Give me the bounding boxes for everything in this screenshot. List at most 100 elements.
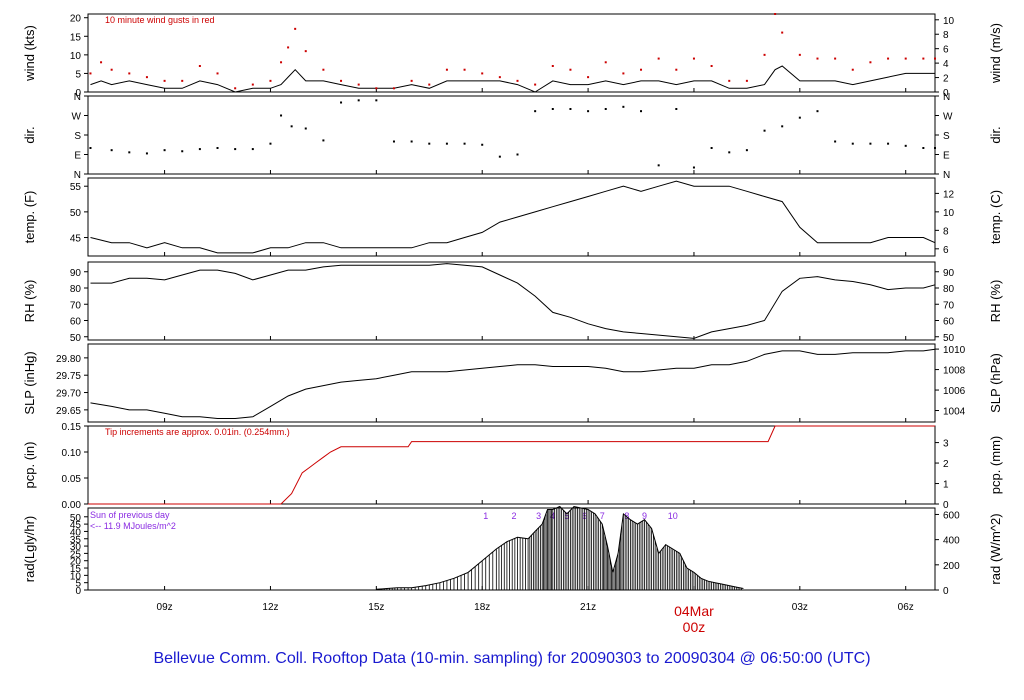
y2-tick-label-dir: W	[943, 112, 953, 123]
y-tick-label-rad: 5	[75, 579, 81, 590]
y-axis-label-dir: dir.	[22, 126, 37, 143]
data-point-wind	[781, 31, 784, 34]
data-point-dir	[640, 110, 643, 113]
y-tick-label-pcp: 0.05	[62, 474, 82, 485]
y-tick-label-slp: 29.65	[56, 406, 81, 417]
annotation-rad-1: <-- 11.9 MJoules/m^2	[90, 521, 176, 531]
panel-frame-pcp	[87, 425, 936, 505]
data-point-dir	[357, 99, 360, 102]
data-point-wind	[100, 61, 103, 64]
data-point-dir	[728, 151, 731, 154]
data-point-dir	[498, 155, 501, 158]
data-point-wind	[357, 83, 360, 86]
y-tick-label-rad: 25	[70, 549, 82, 560]
data-point-wind	[234, 87, 237, 90]
y-tick-label-rad: 45	[70, 520, 82, 531]
y-tick-label-temp: 55	[70, 182, 82, 193]
y2-tick-label-slp: 1004	[943, 407, 966, 418]
data-point-dir	[163, 149, 166, 152]
y-tick-label-rad: 35	[70, 535, 82, 546]
y-tick-label-rad: 15	[70, 564, 82, 575]
data-point-wind	[428, 83, 431, 86]
data-point-wind	[89, 72, 92, 75]
y-tick-label-rad: 40	[70, 527, 82, 538]
data-point-wind	[728, 79, 731, 82]
data-point-dir	[887, 142, 890, 145]
y2-axis-label-dir: dir.	[988, 126, 1003, 143]
data-point-dir	[304, 127, 307, 130]
data-point-wind	[710, 65, 713, 67]
y-tick-label-slp: 29.70	[56, 389, 81, 400]
chart-caption: Bellevue Comm. Coll. Rooftop Data (10-mi…	[153, 650, 871, 667]
data-point-dir	[710, 147, 713, 149]
y-tick-label-pcp: 0.10	[62, 448, 82, 459]
data-point-wind	[280, 61, 283, 64]
y2-tick-label-pcp: 1	[943, 480, 949, 491]
y-tick-label-dir: S	[74, 131, 81, 142]
data-point-dir	[569, 108, 572, 110]
data-point-wind	[745, 79, 748, 82]
data-point-dir	[269, 142, 272, 145]
series-line-rad	[376, 505, 744, 590]
data-point-wind	[410, 79, 413, 82]
y2-tick-label-temp: 8	[943, 226, 949, 237]
data-point-wind	[128, 72, 131, 75]
data-point-wind	[657, 57, 660, 60]
sun-hour-label: 10	[668, 511, 678, 521]
data-point-dir	[869, 142, 872, 145]
y-axis-label-wind: wind (kts)	[22, 25, 37, 82]
sun-hour-label: 9	[642, 511, 647, 521]
y2-axis-label-pcp: pcp. (mm)	[988, 436, 1003, 495]
data-point-dir	[604, 108, 607, 110]
panel-frame-temp	[87, 177, 936, 257]
data-point-wind	[181, 79, 184, 82]
y-tick-label-wind: 0	[75, 88, 81, 99]
x-tick-label: 03z	[792, 602, 808, 613]
y-tick-label-dir: N	[74, 170, 81, 181]
y-axis-label-pcp: pcp. (in)	[22, 442, 37, 489]
data-point-wind	[851, 68, 854, 71]
data-point-wind	[445, 68, 448, 71]
data-point-dir	[290, 125, 293, 128]
data-point-dir	[410, 140, 413, 143]
y2-tick-label-slp: 1008	[943, 366, 966, 377]
y-tick-label-rh: 90	[70, 268, 82, 279]
data-point-dir	[340, 101, 343, 104]
data-point-dir	[534, 110, 537, 113]
y2-tick-label-pcp: 2	[943, 459, 949, 470]
series-line-pcp	[88, 425, 935, 505]
y-tick-label-rh: 60	[70, 317, 82, 328]
y-tick-label-rad: 0	[75, 586, 81, 597]
y2-tick-label-dir: N	[943, 92, 950, 103]
data-point-dir	[934, 147, 936, 149]
y2-tick-label-dir: E	[943, 151, 950, 162]
y2-tick-label-rh: 90	[943, 268, 955, 279]
data-point-wind	[163, 79, 166, 82]
data-point-wind	[675, 68, 678, 71]
y-tick-label-rad: 20	[70, 557, 82, 568]
y-axis-label-slp: SLP (inHg)	[22, 351, 37, 414]
data-point-dir	[481, 143, 484, 146]
y-tick-label-wind: 10	[70, 51, 82, 62]
data-point-wind	[774, 13, 777, 15]
data-point-dir	[251, 148, 254, 151]
y-tick-label-dir: E	[74, 151, 81, 162]
series-line-slp	[90, 348, 936, 419]
data-point-dir	[216, 147, 219, 149]
y2-tick-label-rad: 0	[943, 586, 949, 597]
data-point-wind	[287, 46, 290, 49]
data-point-wind	[340, 79, 343, 82]
sun-hour-label: 7	[600, 511, 605, 521]
y2-axis-label-rad: rad (W/m^2)	[988, 513, 1003, 584]
data-point-dir	[816, 110, 819, 113]
data-point-dir	[322, 139, 325, 142]
y-tick-label-temp: 50	[70, 208, 82, 219]
data-point-wind	[198, 65, 201, 67]
data-point-wind	[216, 72, 219, 75]
data-point-wind	[604, 61, 607, 64]
x-tick-label: 06z	[898, 602, 914, 613]
data-point-dir	[657, 164, 660, 167]
y2-tick-label-temp: 10	[943, 208, 955, 219]
data-point-dir	[110, 149, 113, 152]
y-tick-label-pcp: 0.15	[62, 422, 82, 433]
